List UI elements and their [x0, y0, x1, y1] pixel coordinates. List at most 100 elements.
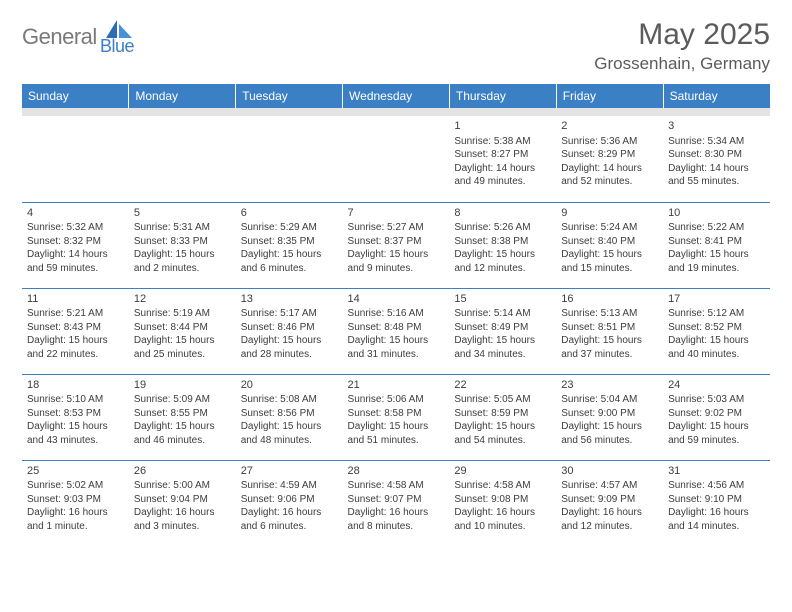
calendar-day-cell: [236, 116, 343, 202]
daylight-text: Daylight: 14 hours and 59 minutes.: [27, 248, 124, 275]
sunset-text: Sunset: 8:38 PM: [454, 235, 551, 249]
sunrise-text: Sunrise: 5:10 AM: [27, 393, 124, 407]
day-number: 23: [561, 378, 658, 393]
daylight-text: Daylight: 15 hours and 37 minutes.: [561, 334, 658, 361]
day-number: 17: [668, 292, 765, 307]
calendar-day-cell: 8Sunrise: 5:26 AMSunset: 8:38 PMDaylight…: [449, 202, 556, 288]
sunrise-text: Sunrise: 4:58 AM: [348, 479, 445, 493]
calendar-day-cell: 11Sunrise: 5:21 AMSunset: 8:43 PMDayligh…: [22, 288, 129, 374]
sunrise-text: Sunrise: 5:00 AM: [134, 479, 231, 493]
daylight-text: Daylight: 15 hours and 51 minutes.: [348, 420, 445, 447]
daylight-text: Daylight: 15 hours and 56 minutes.: [561, 420, 658, 447]
calendar-day-cell: 19Sunrise: 5:09 AMSunset: 8:55 PMDayligh…: [129, 374, 236, 460]
sunset-text: Sunset: 8:56 PM: [241, 407, 338, 421]
day-number: 2: [561, 119, 658, 134]
sunset-text: Sunset: 8:40 PM: [561, 235, 658, 249]
day-number: 27: [241, 464, 338, 479]
sunrise-text: Sunrise: 5:34 AM: [668, 135, 765, 149]
sunset-text: Sunset: 8:41 PM: [668, 235, 765, 249]
calendar-week-row: 25Sunrise: 5:02 AMSunset: 9:03 PMDayligh…: [22, 460, 770, 546]
sunrise-text: Sunrise: 5:26 AM: [454, 221, 551, 235]
sunrise-text: Sunrise: 5:17 AM: [241, 307, 338, 321]
calendar-day-cell: [343, 116, 450, 202]
day-header: Tuesday: [236, 84, 343, 108]
sunset-text: Sunset: 9:00 PM: [561, 407, 658, 421]
day-number: 8: [454, 206, 551, 221]
day-number: 3: [668, 119, 765, 134]
day-number: 20: [241, 378, 338, 393]
calendar-day-cell: 17Sunrise: 5:12 AMSunset: 8:52 PMDayligh…: [663, 288, 770, 374]
logo: General Blue: [22, 18, 162, 62]
daylight-text: Daylight: 15 hours and 34 minutes.: [454, 334, 551, 361]
title-block: May 2025 Grossenhain, Germany: [594, 18, 770, 74]
day-number: 25: [27, 464, 124, 479]
calendar-day-cell: 28Sunrise: 4:58 AMSunset: 9:07 PMDayligh…: [343, 460, 450, 546]
calendar-table: Sunday Monday Tuesday Wednesday Thursday…: [22, 84, 770, 546]
calendar-day-cell: 22Sunrise: 5:05 AMSunset: 8:59 PMDayligh…: [449, 374, 556, 460]
sunrise-text: Sunrise: 5:14 AM: [454, 307, 551, 321]
sunset-text: Sunset: 9:09 PM: [561, 493, 658, 507]
day-number: 5: [134, 206, 231, 221]
logo-text-blue: Blue: [100, 36, 134, 57]
daylight-text: Daylight: 15 hours and 31 minutes.: [348, 334, 445, 361]
day-number: 12: [134, 292, 231, 307]
daylight-text: Daylight: 15 hours and 46 minutes.: [134, 420, 231, 447]
calendar-day-cell: 24Sunrise: 5:03 AMSunset: 9:02 PMDayligh…: [663, 374, 770, 460]
sunset-text: Sunset: 8:46 PM: [241, 321, 338, 335]
sunrise-text: Sunrise: 5:24 AM: [561, 221, 658, 235]
calendar-week-row: 11Sunrise: 5:21 AMSunset: 8:43 PMDayligh…: [22, 288, 770, 374]
sunset-text: Sunset: 8:59 PM: [454, 407, 551, 421]
calendar-day-cell: 23Sunrise: 5:04 AMSunset: 9:00 PMDayligh…: [556, 374, 663, 460]
daylight-text: Daylight: 14 hours and 55 minutes.: [668, 162, 765, 189]
spacer-row: [22, 108, 770, 116]
day-number: 13: [241, 292, 338, 307]
daylight-text: Daylight: 15 hours and 48 minutes.: [241, 420, 338, 447]
page-header: General Blue May 2025 Grossenhain, Germa…: [22, 18, 770, 74]
sunrise-text: Sunrise: 5:31 AM: [134, 221, 231, 235]
daylight-text: Daylight: 16 hours and 1 minute.: [27, 506, 124, 533]
sunset-text: Sunset: 8:32 PM: [27, 235, 124, 249]
day-number: 6: [241, 206, 338, 221]
calendar-day-cell: 25Sunrise: 5:02 AMSunset: 9:03 PMDayligh…: [22, 460, 129, 546]
calendar-day-cell: 12Sunrise: 5:19 AMSunset: 8:44 PMDayligh…: [129, 288, 236, 374]
calendar-day-cell: 15Sunrise: 5:14 AMSunset: 8:49 PMDayligh…: [449, 288, 556, 374]
sunrise-text: Sunrise: 5:38 AM: [454, 135, 551, 149]
calendar-day-cell: 6Sunrise: 5:29 AMSunset: 8:35 PMDaylight…: [236, 202, 343, 288]
daylight-text: Daylight: 15 hours and 59 minutes.: [668, 420, 765, 447]
calendar-day-cell: 16Sunrise: 5:13 AMSunset: 8:51 PMDayligh…: [556, 288, 663, 374]
calendar-day-cell: 18Sunrise: 5:10 AMSunset: 8:53 PMDayligh…: [22, 374, 129, 460]
day-number: 21: [348, 378, 445, 393]
sunrise-text: Sunrise: 5:16 AM: [348, 307, 445, 321]
daylight-text: Daylight: 15 hours and 28 minutes.: [241, 334, 338, 361]
day-number: 18: [27, 378, 124, 393]
day-number: 4: [27, 206, 124, 221]
daylight-text: Daylight: 15 hours and 9 minutes.: [348, 248, 445, 275]
day-header: Monday: [129, 84, 236, 108]
sunset-text: Sunset: 8:51 PM: [561, 321, 658, 335]
day-number: 29: [454, 464, 551, 479]
sunrise-text: Sunrise: 4:56 AM: [668, 479, 765, 493]
day-header: Sunday: [22, 84, 129, 108]
calendar-day-cell: [129, 116, 236, 202]
calendar-day-cell: 10Sunrise: 5:22 AMSunset: 8:41 PMDayligh…: [663, 202, 770, 288]
calendar-day-cell: 21Sunrise: 5:06 AMSunset: 8:58 PMDayligh…: [343, 374, 450, 460]
sunrise-text: Sunrise: 5:29 AM: [241, 221, 338, 235]
sunrise-text: Sunrise: 5:36 AM: [561, 135, 658, 149]
calendar-week-row: 18Sunrise: 5:10 AMSunset: 8:53 PMDayligh…: [22, 374, 770, 460]
sunrise-text: Sunrise: 4:59 AM: [241, 479, 338, 493]
day-number: 9: [561, 206, 658, 221]
sunset-text: Sunset: 8:37 PM: [348, 235, 445, 249]
sunset-text: Sunset: 8:58 PM: [348, 407, 445, 421]
day-number: 15: [454, 292, 551, 307]
daylight-text: Daylight: 15 hours and 43 minutes.: [27, 420, 124, 447]
month-title: May 2025: [594, 18, 770, 52]
calendar-day-cell: 13Sunrise: 5:17 AMSunset: 8:46 PMDayligh…: [236, 288, 343, 374]
daylight-text: Daylight: 14 hours and 49 minutes.: [454, 162, 551, 189]
daylight-text: Daylight: 16 hours and 12 minutes.: [561, 506, 658, 533]
sunset-text: Sunset: 8:30 PM: [668, 148, 765, 162]
day-header-row: Sunday Monday Tuesday Wednesday Thursday…: [22, 84, 770, 108]
calendar-day-cell: 4Sunrise: 5:32 AMSunset: 8:32 PMDaylight…: [22, 202, 129, 288]
calendar-day-cell: 31Sunrise: 4:56 AMSunset: 9:10 PMDayligh…: [663, 460, 770, 546]
sunset-text: Sunset: 8:49 PM: [454, 321, 551, 335]
daylight-text: Daylight: 15 hours and 6 minutes.: [241, 248, 338, 275]
